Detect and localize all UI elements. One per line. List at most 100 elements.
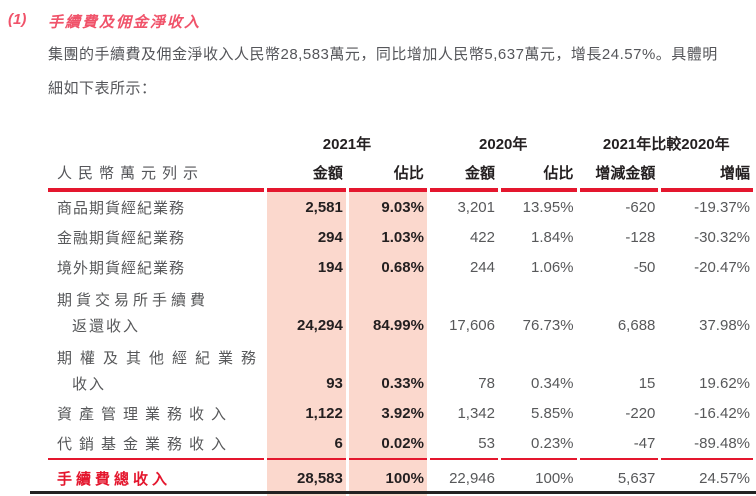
cell-diff-pct: -19.37% (694, 198, 750, 216)
cell-2020-amount: 422 (469, 228, 495, 246)
row-label: 期權及其他經紀業務 (57, 350, 265, 367)
table-total-row: 手續費總收入 28,583 100% 22,946 100% 5,637 24.… (48, 460, 753, 496)
cell-2020-pct: 13.95% (522, 198, 574, 216)
cell-diff-pct (661, 340, 753, 368)
cell-2020-pct: 0.23% (500, 428, 577, 460)
cell-diff-pct: -30.32% (694, 228, 750, 246)
table-row: 期權及其他經紀業務 (48, 340, 753, 368)
total-2020-pct: 100% (501, 460, 577, 496)
cell-2021-pct: 84.99% (348, 310, 427, 340)
cell-2021-pct (348, 340, 427, 368)
table-row: 資產管理業務收入 1,122 3.92% 1,342 5.85% -220 -1… (48, 398, 753, 428)
year-header-spacer (48, 122, 264, 156)
cell-2021-pct: 9.03% (348, 192, 427, 222)
cell-diff-amount: -50 (633, 258, 656, 276)
table-row: 收入 93 0.33% 78 0.34% 15 19.62% (48, 368, 753, 398)
total-label: 手續費總收入 (48, 460, 264, 496)
row-label: 期貨交易所手續費 (57, 292, 210, 309)
row-label-continued: 返還收入 (72, 317, 141, 335)
section-number: (1) (8, 11, 27, 28)
cell-diff-pct (661, 282, 753, 310)
cell-2020-pct: 76.73% (522, 316, 574, 334)
fee-commission-table: 2021年 2020年 2021年比較2020年 人民幣萬元列示 金額 佔比 金… (45, 122, 756, 496)
table-column-header-row: 人民幣萬元列示 金額 佔比 金額 佔比 增減金額 增幅 (48, 156, 753, 192)
section-title: 手續費及佣金淨收入 (48, 14, 202, 31)
cell-2021-amount: 194 (267, 252, 346, 282)
cell-diff-amount: 6,688 (617, 316, 656, 334)
cell-diff-amount (580, 282, 659, 310)
cell-2021-amount (267, 340, 346, 368)
table-year-header-row: 2021年 2020年 2021年比較2020年 (48, 122, 753, 156)
cell-2020-pct: 1.06% (530, 258, 574, 276)
header-2020-pct: 佔比 (500, 156, 577, 192)
cell-diff-pct: 19.62% (699, 374, 750, 392)
cell-2021-amount: 294 (267, 222, 346, 252)
year-2021-header: 2021年 (322, 135, 372, 153)
row-label-continued: 收入 (72, 375, 107, 393)
cell-2020-pct: 0.34% (530, 374, 574, 392)
row-label: 商品期貨經紀業務 (57, 199, 186, 217)
cell-2021-pct: 3.92% (348, 398, 427, 428)
section-heading: (1) 手續費及佣金淨收入 (0, 0, 756, 32)
row-label: 金融期貨經紀業務 (57, 229, 186, 247)
row-label: 境外期貨經紀業務 (57, 259, 186, 277)
cell-2020-amount: 3,201 (457, 198, 495, 216)
header-2021-pct: 佔比 (348, 156, 427, 192)
cell-2021-amount: 93 (267, 368, 346, 398)
total-diff-pct: 24.57% (661, 460, 753, 496)
cell-2021-amount: 1,122 (267, 398, 346, 428)
cell-2020-amount (430, 282, 498, 310)
cell-2020-pct (501, 282, 577, 310)
cell-2021-pct: 0.33% (348, 368, 427, 398)
intro-paragraph: 集團的手續費及佣金淨收入人民幣28,583萬元，同比增加人民幣5,637萬元，增… (48, 46, 718, 97)
cell-2021-pct: 1.03% (348, 222, 427, 252)
row-label: 資產管理業務收入 (57, 405, 234, 423)
total-diff-amount: 5,637 (580, 460, 659, 496)
total-2021-amount: 28,583 (267, 460, 346, 496)
cell-2021-amount (267, 282, 346, 310)
year-2020-header: 2020年 (479, 135, 528, 153)
cell-diff-amount: -220 (625, 404, 656, 422)
page-bottom-border (30, 491, 756, 494)
table-row: 返還收入 24,294 84.99% 17,606 76.73% 6,688 3… (48, 310, 753, 340)
header-2020-amount: 金額 (429, 156, 498, 192)
cell-diff-pct: -20.47% (694, 258, 750, 276)
cell-2020-pct: 1.84% (530, 228, 574, 246)
table-row: 期貨交易所手續費 (48, 282, 753, 310)
cell-2020-amount (430, 340, 498, 368)
cell-2020-pct: 5.85% (530, 404, 574, 422)
cell-diff-amount: 15 (638, 374, 656, 392)
cell-2021-pct (348, 282, 427, 310)
header-diff-amount: 增減金額 (579, 156, 659, 192)
cell-diff-pct: -89.48% (661, 428, 753, 460)
cell-diff-amount (580, 340, 659, 368)
table-row: 境外期貨經紀業務 194 0.68% 244 1.06% -50 -20.47% (48, 252, 753, 282)
total-2021-pct: 100% (348, 460, 427, 496)
cell-2021-pct: 0.02% (348, 428, 427, 460)
cell-2020-amount: 53 (429, 428, 498, 460)
cell-2021-amount: 6 (267, 428, 346, 460)
cell-2020-amount: 17,606 (449, 316, 495, 334)
header-2021-amount: 金額 (267, 156, 346, 192)
cell-diff-pct: -16.42% (694, 404, 750, 422)
cell-2020-pct (501, 340, 577, 368)
total-2020-amount: 22,946 (430, 460, 498, 496)
table-row: 金融期貨經紀業務 294 1.03% 422 1.84% -128 -30.32… (48, 222, 753, 252)
table-row: 代銷基金業務收入 6 0.02% 53 0.23% -47 -89.48% (48, 428, 753, 460)
cell-diff-amount: -128 (625, 228, 656, 246)
year-compare-header: 2021年比較2020年 (602, 135, 730, 153)
cell-2021-amount: 24,294 (267, 310, 346, 340)
cell-2020-amount: 1,342 (457, 404, 495, 422)
unit-label: 人民幣萬元列示 (48, 156, 265, 192)
cell-diff-pct: 37.98% (699, 316, 750, 334)
table-row: 商品期貨經紀業務 2,581 9.03% 3,201 13.95% -620 -… (48, 192, 753, 222)
cell-2020-amount: 78 (478, 374, 495, 392)
cell-2021-amount: 2,581 (267, 192, 346, 222)
cell-2020-amount: 244 (469, 258, 495, 276)
cell-diff-amount: -47 (579, 428, 659, 460)
header-diff-pct: 增幅 (661, 156, 753, 192)
cell-diff-amount: -620 (625, 198, 656, 216)
cell-2021-pct: 0.68% (348, 252, 427, 282)
row-label: 代銷基金業務收入 (48, 428, 265, 460)
